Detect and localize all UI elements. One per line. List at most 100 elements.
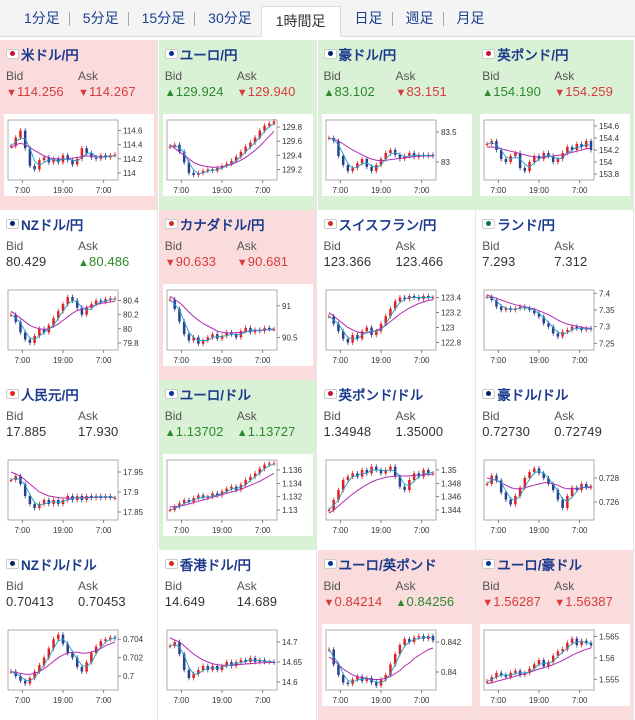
tab-1hour[interactable]: 1時間足 [260, 6, 341, 37]
rate-card-eur-usd[interactable]: ユーロ/ドルBidAsk1.137021.137271.1361.1341.13… [158, 380, 317, 552]
price-chart[interactable]: 0.728 0.726 7:00 19:00 7:00 [480, 454, 631, 536]
candle-body [23, 680, 27, 684]
candle-body [206, 169, 209, 171]
pair-title[interactable]: カナダドル/円 [164, 216, 265, 233]
candle-body [234, 156, 238, 161]
price-chart[interactable]: 83.5 83 7:00 19:00 7:00 [321, 114, 472, 196]
candle-body [538, 313, 541, 317]
rate-card-nzd-jpy[interactable]: NZドル/円 Bid Ask 80.429 80.486 80.4 80.2 80 79.8 7:… [0, 210, 158, 382]
rate-card-cny-jpy[interactable]: 人民元/円 Bid Ask 17.885 17.930 17.95 17.9 17.85 7:0… [0, 380, 158, 552]
tab-daily[interactable]: 日足 [354, 10, 383, 26]
pair-title[interactable]: 米ドル/円 [6, 46, 79, 63]
candle-body [374, 466, 378, 470]
ask-label: Ask [554, 69, 575, 83]
candle-body [500, 306, 503, 310]
tab-30min[interactable]: 30分足 [194, 0, 261, 37]
price-chart[interactable]: 114.6 114.4 114.2 114 7:00 19:00 7:00 [4, 114, 154, 196]
pair-title[interactable]: NZドル/ドル [6, 556, 97, 573]
rate-card-eur-gbp[interactable]: ユーロ/英ポンド Bid Ask 0.84214 0.84256 0.842 0.84 7:0… [317, 550, 476, 720]
candle-body [542, 316, 546, 324]
pair-title[interactable]: 香港ドル/円 [164, 556, 251, 573]
rate-card-eur-jpy[interactable]: ユーロ/円 Bid Ask 129.924 129.940 129.8 129.6 129.4… [158, 40, 317, 212]
pair-title[interactable]: ランド/円 [482, 216, 555, 233]
x-tick-label: 7:00 [491, 526, 507, 535]
candle-body [426, 470, 430, 474]
x-tick-label: 7:00 [332, 186, 348, 195]
price-chart[interactable]: 80.4 80.2 80 79.8 7:00 19:00 7:00 [4, 284, 154, 366]
candle-body [187, 670, 190, 678]
x-tick-label: 19:00 [212, 526, 233, 535]
price-chart[interactable]: 17.95 17.9 17.85 7:00 19:00 7:00 [4, 454, 154, 536]
candle-body [341, 480, 344, 490]
tab-15min[interactable]: 15分足 [127, 0, 195, 37]
candle-body [383, 675, 387, 680]
candle-body [38, 665, 41, 672]
candle-body [99, 641, 103, 647]
candle-body [109, 637, 112, 640]
y-tick-label: 1.346 [441, 493, 462, 502]
price-chart[interactable]: 0.842 0.84 7:00 19:00 7:00 [321, 624, 472, 706]
pair-name: 豪ドル/円 [338, 48, 397, 63]
pair-title[interactable]: 人民元/円 [6, 386, 79, 403]
y-tick-label: 123 [441, 324, 455, 333]
pair-title[interactable]: ユーロ/豪ドル [482, 556, 582, 573]
candle-body [504, 159, 508, 162]
price-chart[interactable]: 123.4 123.2 123 122.8 7:00 19:00 7:00 [321, 284, 472, 366]
candle-body [90, 653, 93, 663]
x-tick-label: 7:00 [332, 526, 348, 535]
rate-card-chf-jpy[interactable]: スイスフラン/円 Bid Ask 123.366 123.466 123.4 123.2 12… [317, 210, 476, 382]
price-chart[interactable]: 129.8 129.6 129.4 129.2 7:00 19:00 7:00 [162, 114, 313, 196]
candle-body [187, 162, 190, 173]
candle-body [113, 498, 117, 499]
bid-label: Bid [6, 409, 24, 423]
price-chart[interactable]: 154.6 154.4 154.2 154 153.8 7:00 19:00 7:00 [480, 114, 631, 196]
y-tick-label: 153.8 [599, 170, 620, 179]
x-tick-label: 7:00 [96, 526, 112, 535]
chart-background [321, 114, 472, 196]
price-chart[interactable]: 1.565 1.56 1.555 7:00 19:00 7:00 [480, 624, 631, 706]
price-chart[interactable]: 0.704 0.702 0.7 7:00 19:00 7:00 [4, 624, 154, 706]
price-chart[interactable]: 7.4 7.35 7.3 7.25 7:00 19:00 7:00 [480, 284, 631, 366]
candle-body [346, 682, 349, 684]
candle-body [9, 146, 13, 148]
bid-label: Bid [6, 239, 24, 253]
candle-body [9, 671, 13, 673]
rate-card-zar-jpy[interactable]: ランド/円 Bid Ask 7.293 7.312 7.4 7.35 7.3 7.25 7:00 1… [476, 210, 635, 382]
price-chart[interactable]: 1.136 1.134 1.132 1.13 7:00 19:00 7:00 [162, 454, 313, 536]
rate-card-nzd-usd[interactable]: NZドル/ドル Bid Ask 0.70413 0.70453 0.704 0.702 0.7… [0, 550, 158, 720]
pair-title[interactable]: スイスフラン/円 [323, 216, 436, 233]
candle-body [57, 158, 60, 163]
rate-card-aud-jpy[interactable]: 豪ドル/円 Bid Ask 83.102 83.151 83.5 83 7:00 19:00 7:… [317, 40, 476, 212]
rate-card-cad-jpy[interactable]: カナダドル/円 Bid Ask 90.633 90.681 91 90.5 7:00 19:00… [158, 210, 317, 382]
rate-card-hkd-jpy[interactable]: 香港ドル/円 Bid Ask 14.649 14.689 14.7 14.65 14.6 7:0… [158, 550, 317, 720]
candle-body [519, 306, 522, 309]
pair-title[interactable]: 英ポンド/ドル [323, 386, 423, 403]
rate-card-eur-aud[interactable]: ユーロ/豪ドル Bid Ask 1.56287 1.56387 1.565 1.56 1.55… [476, 550, 635, 720]
tab-5min[interactable]: 5分足 [68, 0, 128, 37]
candle-body [182, 654, 186, 670]
rate-card-usd-jpy[interactable]: 米ドル/円 Bid Ask 114.256 114.267 114.6 114.4 114.2… [0, 40, 158, 212]
tab-weekly[interactable]: 週足 [391, 0, 443, 37]
rate-card-aud-usd[interactable]: 豪ドル/ドル Bid Ask 0.72730 0.72749 0.728 0.726 7:00… [476, 380, 635, 552]
candle-body [244, 146, 247, 152]
y-tick-label: 91 [282, 302, 291, 311]
pair-title[interactable]: ユーロ/円 [164, 46, 238, 63]
candle-body [42, 328, 46, 333]
tab-monthly[interactable]: 月足 [442, 0, 494, 37]
price-chart[interactable]: 14.7 14.65 14.6 7:00 19:00 7:00 [162, 624, 313, 706]
pair-title[interactable]: NZドル/円 [6, 216, 83, 233]
rate-card-gbp-jpy[interactable]: 英ポンド/円BidAsk154.190154.259154.6154.4154.… [476, 40, 635, 212]
pair-title[interactable]: ユーロ/ドル [164, 386, 251, 403]
pair-title[interactable]: 英ポンド/円 [482, 46, 569, 63]
candle-body [365, 470, 368, 474]
pair-title[interactable]: 豪ドル/ドル [482, 386, 569, 403]
pair-title[interactable]: ユーロ/英ポンド [323, 556, 437, 573]
candle-body [571, 326, 574, 330]
rate-card-gbp-usd[interactable]: 英ポンド/ドル Bid Ask 1.34948 1.35000 1.35 1.348 1.34… [317, 380, 476, 552]
price-chart[interactable]: 1.35 1.348 1.346 1.344 7:00 19:00 7:00 [321, 454, 472, 536]
price-chart[interactable]: 91 90.5 7:00 19:00 7:00 [162, 284, 313, 366]
candle-body [341, 156, 344, 165]
tab-1min[interactable]: 1分足 [24, 10, 60, 26]
candle-body [379, 159, 382, 165]
pair-title[interactable]: 豪ドル/円 [323, 46, 397, 63]
